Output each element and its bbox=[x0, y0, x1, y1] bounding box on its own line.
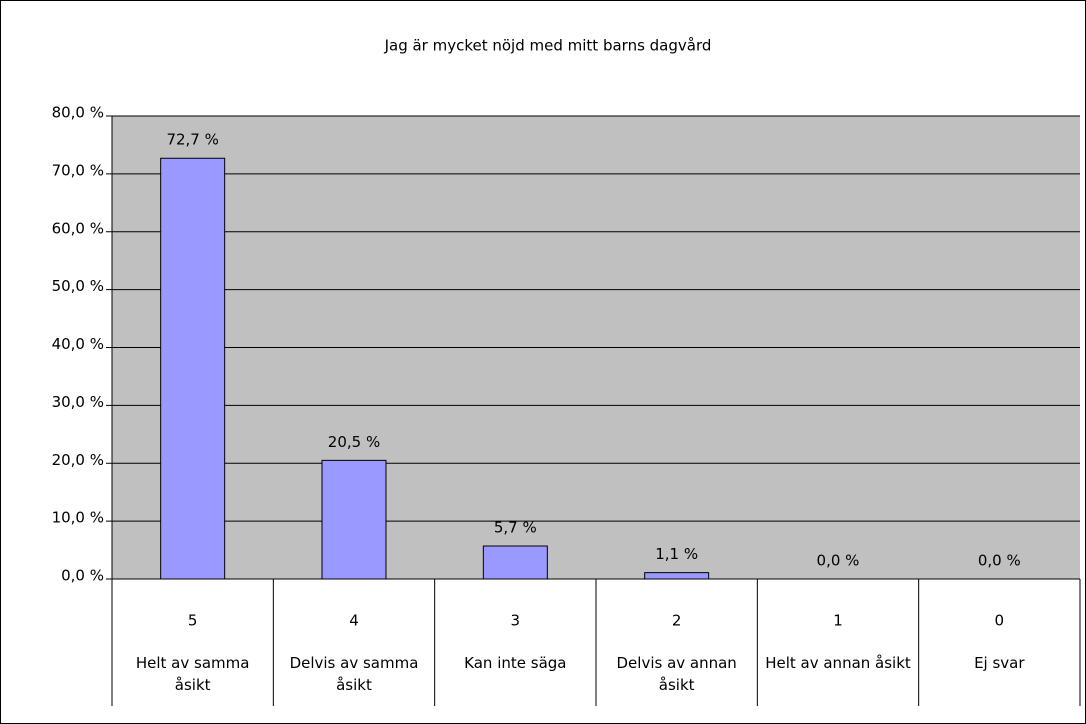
y-tick-label: 40,0 % bbox=[52, 335, 104, 353]
x-tick-label: Helt av annan åsikt bbox=[765, 654, 911, 672]
y-tick-label: 30,0 % bbox=[52, 393, 104, 411]
x-tick-label: Helt av samma åsikt bbox=[135, 654, 250, 694]
y-tick-label: 80,0 % bbox=[52, 104, 104, 122]
category-code: 1 bbox=[833, 612, 843, 630]
bar bbox=[482, 545, 548, 580]
data-label: 72,7 % bbox=[166, 131, 218, 149]
x-tick-label: Delvis av samma åsikt bbox=[289, 654, 419, 694]
category-code: 5 bbox=[188, 612, 198, 630]
category-code: 4 bbox=[349, 612, 359, 630]
bar bbox=[644, 572, 710, 580]
bar bbox=[321, 459, 387, 580]
x-tick-label: Kan inte säga bbox=[464, 654, 567, 672]
data-label: 0,0 % bbox=[978, 552, 1021, 570]
y-tick-label: 70,0 % bbox=[52, 161, 104, 179]
category-code: 2 bbox=[672, 612, 682, 630]
chart-title: Jag är mycket nöjd med mitt barns dagvår… bbox=[384, 37, 712, 55]
category-code: 0 bbox=[995, 612, 1005, 630]
bar bbox=[160, 157, 226, 580]
y-tick-label: 0,0 % bbox=[61, 567, 104, 585]
data-label: 20,5 % bbox=[328, 433, 380, 451]
y-tick-label: 60,0 % bbox=[52, 219, 104, 237]
x-tick-label: Delvis av annan åsikt bbox=[616, 654, 737, 694]
y-tick-label: 50,0 % bbox=[52, 277, 104, 295]
x-tick-label: Ej svar bbox=[974, 654, 1025, 672]
data-label: 1,1 % bbox=[655, 545, 698, 563]
data-label: 5,7 % bbox=[494, 519, 537, 537]
category-code: 3 bbox=[511, 612, 521, 630]
y-tick-label: 10,0 % bbox=[52, 509, 104, 527]
data-label: 0,0 % bbox=[817, 552, 860, 570]
y-tick-label: 20,0 % bbox=[52, 451, 104, 469]
